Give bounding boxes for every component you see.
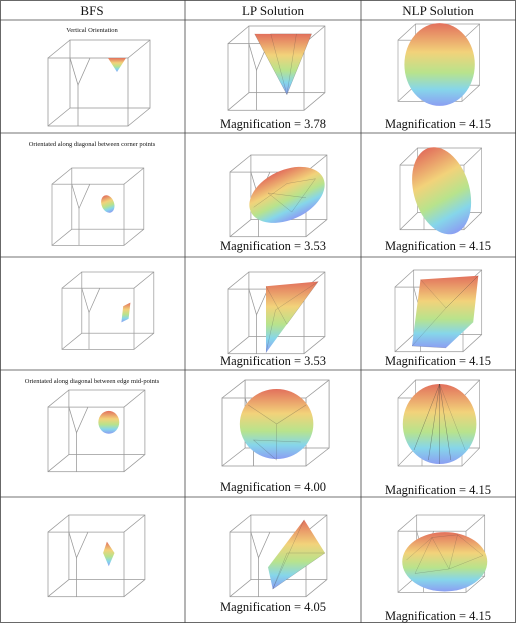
bfs-render	[48, 390, 145, 472]
lp-render	[230, 155, 334, 237]
nlp-render	[398, 515, 487, 592]
bfs-render	[62, 272, 154, 349]
bfs-render	[52, 168, 144, 245]
lp-magnification: Magnification = 3.53	[220, 354, 326, 368]
header-nlp: NLP Solution	[402, 3, 474, 18]
header-bfs: BFS	[80, 3, 103, 18]
bfs-render	[48, 515, 145, 597]
nlp-magnification: Magnification = 4.15	[385, 483, 491, 497]
lp-render	[228, 26, 325, 110]
lp-render	[228, 272, 325, 354]
nlp-magnification: Magnification = 4.15	[385, 239, 491, 253]
nlp-magnification: Magnification = 4.15	[385, 117, 491, 131]
lp-magnification: Magnification = 4.00	[220, 480, 326, 494]
bfs-caption: Orientated along diagonal between edge m…	[25, 378, 160, 385]
lp-magnification: Magnification = 4.05	[220, 600, 326, 614]
nlp-magnification: Magnification = 4.15	[385, 609, 491, 623]
nlp-render	[398, 23, 480, 106]
figure-table: BFS LP Solution NLP Solution Vertical Or…	[0, 0, 516, 623]
lp-render	[230, 515, 327, 597]
bfs-render	[48, 40, 150, 126]
nlp-render	[400, 136, 482, 246]
page: {"table": {"header": ["BFS", "LP Solutio…	[0, 0, 516, 623]
nlp-render	[398, 380, 480, 466]
bfs-caption: Vertical Orientation	[66, 27, 118, 34]
lp-render	[222, 380, 329, 466]
lp-magnification: Magnification = 3.53	[220, 239, 326, 253]
header-lp: LP Solution	[242, 3, 305, 18]
nlp-magnification: Magnification = 4.15	[385, 354, 491, 368]
lp-magnification: Magnification = 3.78	[220, 117, 326, 131]
bfs-caption: Orientated along diagonal between corner…	[29, 141, 156, 148]
nlp-render	[395, 270, 482, 352]
